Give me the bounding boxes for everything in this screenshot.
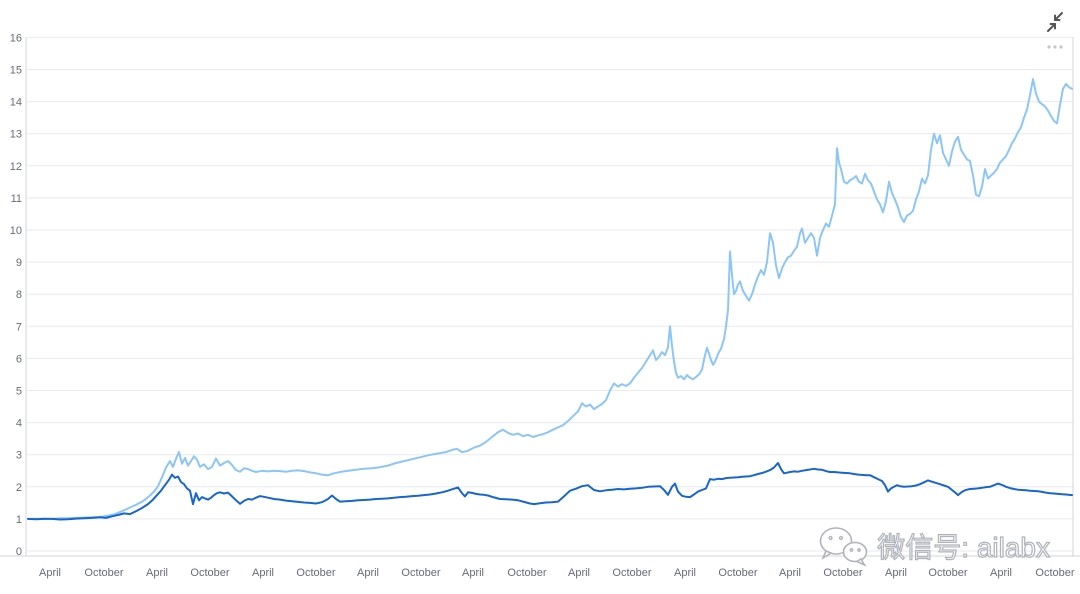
x-tick-label: April [39, 567, 61, 579]
y-tick-label: 14 [10, 97, 22, 109]
y-tick-label: 12 [10, 161, 22, 173]
x-tick-label: October [507, 567, 546, 579]
y-tick-label: 9 [16, 257, 22, 269]
y-tick-label: 13 [10, 129, 22, 141]
y-tick-label: 1 [16, 514, 22, 526]
x-tick-label: April [462, 567, 484, 579]
x-tick-label: October [401, 567, 440, 579]
x-tick-label: April [357, 567, 379, 579]
y-tick-label: 3 [16, 450, 22, 462]
series-line-light-blue-series[interactable] [27, 78, 1073, 520]
ellipsis-menu-icon[interactable] [1044, 42, 1066, 52]
x-tick-label: October [928, 567, 967, 579]
y-tick-label: 7 [16, 321, 22, 333]
chart-toolbar [1042, 10, 1068, 57]
y-tick-label: 5 [16, 386, 22, 398]
y-tick-label: 10 [10, 225, 22, 237]
x-tick-label: April [568, 567, 590, 579]
y-tick-label: 4 [16, 418, 22, 430]
x-tick-label: April [779, 567, 801, 579]
y-tick-label: 16 [10, 32, 22, 44]
y-tick-label: 11 [11, 193, 22, 205]
y-tick-label: 15 [10, 65, 22, 77]
x-tick-label: October [1035, 567, 1074, 579]
x-tick-label: October [296, 567, 335, 579]
y-tick-label: 6 [16, 353, 22, 365]
x-tick-label: April [252, 567, 274, 579]
x-tick-label: October [718, 567, 757, 579]
x-tick-label: October [823, 567, 862, 579]
x-tick-label: April [885, 567, 907, 579]
y-tick-label: 8 [16, 289, 22, 301]
series-line-dark-blue-series[interactable] [27, 462, 1073, 521]
x-tick-label: October [612, 567, 651, 579]
y-tick-label: 0 [16, 546, 22, 558]
x-tick-label: October [190, 567, 229, 579]
y-tick-label: 2 [16, 482, 22, 494]
x-tick-label: October [84, 567, 123, 579]
collapse-arrows-icon[interactable] [1044, 10, 1066, 34]
x-tick-label: April [990, 567, 1012, 579]
x-tick-label: April [674, 567, 696, 579]
x-tick-label: April [146, 567, 168, 579]
